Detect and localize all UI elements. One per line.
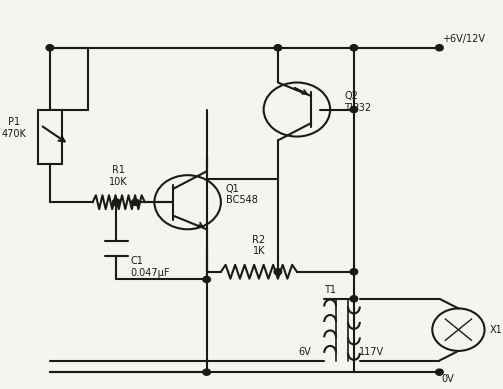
Text: 117V: 117V bbox=[359, 347, 384, 357]
Bar bbox=[38, 110, 62, 164]
Text: P1
470K: P1 470K bbox=[2, 117, 27, 139]
Circle shape bbox=[274, 45, 282, 51]
Circle shape bbox=[113, 199, 120, 205]
Circle shape bbox=[436, 45, 443, 51]
Text: Q1
BC548: Q1 BC548 bbox=[226, 184, 258, 205]
Circle shape bbox=[436, 369, 443, 375]
Circle shape bbox=[203, 276, 210, 282]
Circle shape bbox=[132, 199, 139, 205]
Circle shape bbox=[350, 296, 358, 302]
Text: C1
0.047μF: C1 0.047μF bbox=[131, 256, 170, 278]
Circle shape bbox=[350, 107, 358, 113]
Text: X1: X1 bbox=[489, 325, 502, 335]
Text: 6V: 6V bbox=[298, 347, 311, 357]
Circle shape bbox=[274, 269, 282, 275]
Circle shape bbox=[203, 369, 210, 375]
Text: Q2
TIP32: Q2 TIP32 bbox=[345, 91, 372, 112]
Text: +6V/12V: +6V/12V bbox=[442, 34, 485, 44]
Circle shape bbox=[350, 45, 358, 51]
Text: R2
1K: R2 1K bbox=[253, 235, 266, 256]
Text: T1: T1 bbox=[324, 285, 336, 295]
Text: R1
10K: R1 10K bbox=[110, 165, 128, 187]
Circle shape bbox=[46, 45, 54, 51]
Circle shape bbox=[113, 199, 120, 205]
Text: 0V: 0V bbox=[442, 374, 455, 384]
Circle shape bbox=[350, 269, 358, 275]
